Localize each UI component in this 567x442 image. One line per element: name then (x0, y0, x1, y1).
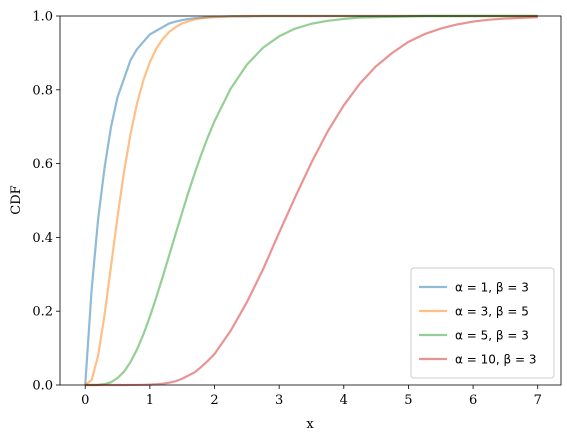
y-tick-label: 0.8 (32, 83, 53, 98)
legend: α = 1, β = 3 α = 3, β = 5 α = 5, β = 3 α = … (410, 267, 555, 379)
x-tick-label: 4 (340, 393, 348, 408)
x-tick-label: 6 (469, 393, 477, 408)
y-tick-label: 0.6 (32, 157, 53, 172)
legend-label: α = 1, β = 3 (455, 281, 529, 295)
y-axis-label: CDF (9, 185, 24, 214)
x-tick-label: 2 (210, 393, 218, 408)
legend-box (410, 267, 555, 379)
x-tick-label: 7 (534, 393, 542, 408)
x-axis-label: x (306, 417, 314, 432)
y-tick-label: 1.0 (32, 10, 53, 25)
x-tick-label: 3 (275, 393, 283, 408)
plot-frame (59, 15, 562, 386)
y-tick-label: 0.4 (32, 231, 53, 246)
legend-label: α = 10, β = 3 (455, 353, 536, 367)
x-tick-label: 0 (81, 393, 89, 408)
legend-label: α = 3, β = 5 (455, 305, 529, 319)
legend-label: α = 5, β = 3 (455, 329, 529, 343)
x-tick-label: 5 (404, 393, 412, 408)
y-tick-label: 0.0 (32, 379, 53, 394)
y-tick-label: 0.2 (32, 305, 53, 320)
x-tick-label: 1 (146, 393, 154, 408)
